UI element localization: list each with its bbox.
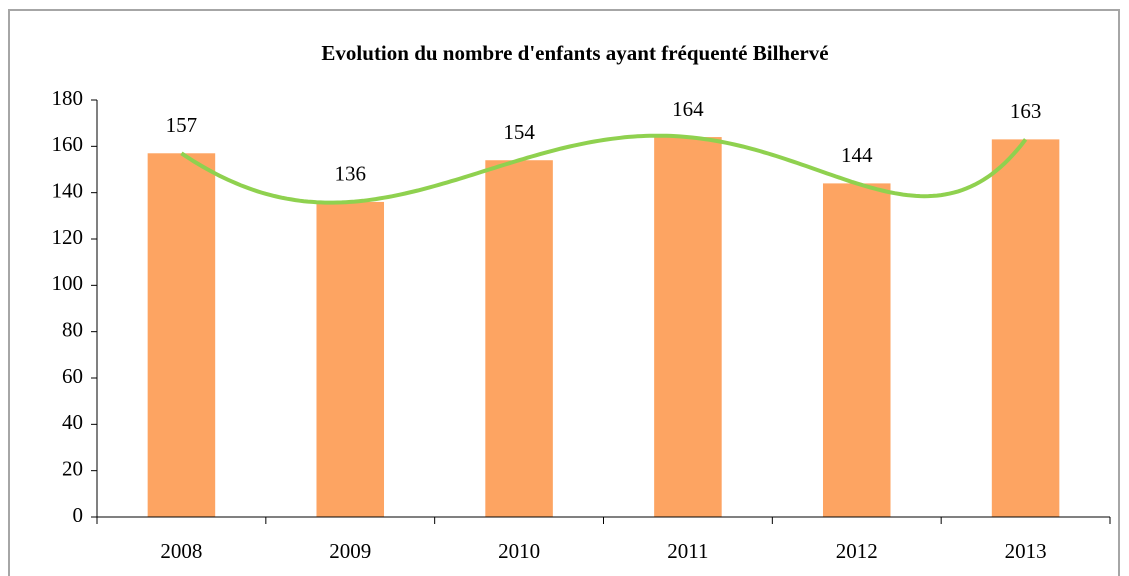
data-label: 154	[503, 120, 535, 144]
x-tick-label: 2009	[329, 539, 371, 563]
x-tick-label: 2010	[498, 539, 540, 563]
data-label: 144	[841, 143, 873, 167]
bar	[654, 137, 722, 518]
y-tick-label: 180	[52, 86, 84, 110]
data-label: 136	[335, 162, 367, 186]
data-label: 157	[166, 113, 198, 137]
bar	[316, 201, 385, 517]
x-tick-label: 2011	[667, 539, 708, 563]
y-tick-label: 40	[62, 410, 83, 434]
y-tick-label: 20	[62, 456, 83, 480]
bar	[485, 160, 553, 517]
bar	[147, 153, 216, 518]
y-tick-label: 160	[52, 132, 84, 156]
chart-title: Evolution du nombre d'enfants ayant fréq…	[321, 41, 828, 65]
y-tick-label: 120	[52, 225, 84, 249]
x-tick-label: 2008	[160, 539, 202, 563]
y-tick-label: 140	[52, 178, 84, 202]
x-tick-label: 2013	[1005, 539, 1047, 563]
x-tick-label: 2012	[836, 539, 878, 563]
bar	[991, 139, 1060, 517]
y-tick-label: 80	[62, 317, 83, 341]
y-tick-label: 0	[73, 503, 84, 527]
data-label: 163	[1010, 99, 1042, 123]
y-tick-label: 100	[52, 271, 84, 295]
trendline	[180, 133, 1028, 205]
bar	[822, 183, 891, 517]
data-label: 164	[672, 97, 704, 121]
y-tick-label: 60	[62, 364, 83, 388]
